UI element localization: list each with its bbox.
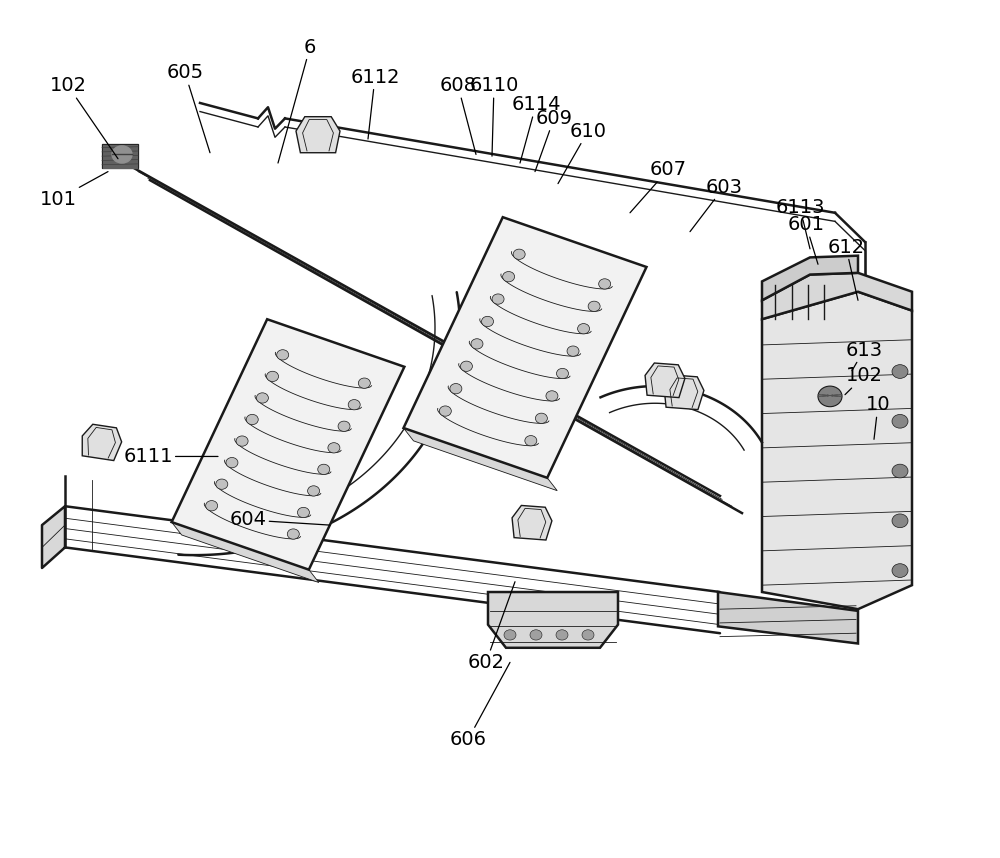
- Polygon shape: [42, 506, 65, 568]
- Circle shape: [267, 372, 279, 382]
- Polygon shape: [512, 505, 552, 540]
- Circle shape: [450, 384, 462, 394]
- Circle shape: [578, 323, 590, 334]
- Text: 6113: 6113: [775, 198, 825, 249]
- Text: 102: 102: [50, 76, 118, 159]
- Circle shape: [535, 414, 547, 424]
- Circle shape: [525, 436, 537, 446]
- Circle shape: [556, 630, 568, 640]
- Polygon shape: [645, 363, 685, 397]
- Polygon shape: [762, 292, 912, 609]
- Polygon shape: [102, 144, 138, 168]
- Circle shape: [556, 368, 568, 378]
- Circle shape: [471, 339, 483, 349]
- Text: 608: 608: [440, 76, 477, 154]
- Circle shape: [246, 414, 258, 425]
- Circle shape: [112, 146, 132, 163]
- Polygon shape: [404, 428, 557, 491]
- Circle shape: [297, 507, 309, 517]
- Circle shape: [567, 346, 579, 356]
- Circle shape: [892, 414, 908, 428]
- Circle shape: [328, 443, 340, 453]
- Circle shape: [513, 249, 525, 259]
- Circle shape: [546, 390, 558, 401]
- Text: 6112: 6112: [350, 68, 400, 139]
- Text: 605: 605: [166, 63, 210, 153]
- Polygon shape: [664, 375, 704, 409]
- Text: 6: 6: [278, 38, 316, 163]
- Circle shape: [287, 529, 299, 539]
- Circle shape: [460, 361, 472, 372]
- Polygon shape: [762, 273, 912, 319]
- Circle shape: [492, 294, 504, 305]
- Circle shape: [277, 350, 289, 360]
- Text: 102: 102: [845, 366, 883, 395]
- Text: 612: 612: [827, 238, 865, 300]
- Text: 6111: 6111: [123, 447, 218, 466]
- Polygon shape: [404, 217, 646, 478]
- Polygon shape: [172, 319, 404, 570]
- Text: 6110: 6110: [469, 76, 519, 156]
- Circle shape: [892, 464, 908, 478]
- Circle shape: [226, 457, 238, 468]
- Circle shape: [216, 479, 228, 489]
- Circle shape: [588, 301, 600, 311]
- Text: 606: 606: [450, 662, 510, 749]
- Circle shape: [236, 436, 248, 446]
- Circle shape: [206, 500, 218, 511]
- Circle shape: [530, 630, 542, 640]
- Text: 609: 609: [535, 109, 572, 172]
- Circle shape: [348, 400, 360, 410]
- Circle shape: [358, 378, 370, 389]
- Circle shape: [892, 514, 908, 528]
- Circle shape: [503, 271, 515, 281]
- Polygon shape: [488, 592, 618, 648]
- Text: 6114: 6114: [511, 95, 561, 163]
- Polygon shape: [718, 592, 858, 644]
- Text: 604: 604: [230, 511, 330, 529]
- Circle shape: [308, 486, 320, 496]
- Polygon shape: [172, 522, 319, 583]
- Text: 10: 10: [866, 396, 890, 439]
- Text: 603: 603: [690, 178, 742, 232]
- Polygon shape: [762, 256, 858, 300]
- Circle shape: [504, 630, 516, 640]
- Polygon shape: [296, 117, 340, 153]
- Circle shape: [318, 464, 330, 474]
- Text: 101: 101: [40, 172, 108, 208]
- Text: 610: 610: [558, 122, 606, 184]
- Circle shape: [256, 393, 268, 403]
- Circle shape: [338, 421, 350, 432]
- Circle shape: [892, 365, 908, 378]
- Text: 613: 613: [845, 341, 883, 371]
- Circle shape: [482, 317, 494, 327]
- Text: 607: 607: [630, 160, 686, 213]
- Circle shape: [439, 406, 451, 416]
- Circle shape: [582, 630, 594, 640]
- Circle shape: [599, 279, 611, 289]
- Polygon shape: [82, 424, 122, 461]
- Circle shape: [892, 564, 908, 577]
- Text: 602: 602: [468, 582, 515, 672]
- Text: 601: 601: [788, 215, 824, 264]
- Circle shape: [818, 386, 842, 407]
